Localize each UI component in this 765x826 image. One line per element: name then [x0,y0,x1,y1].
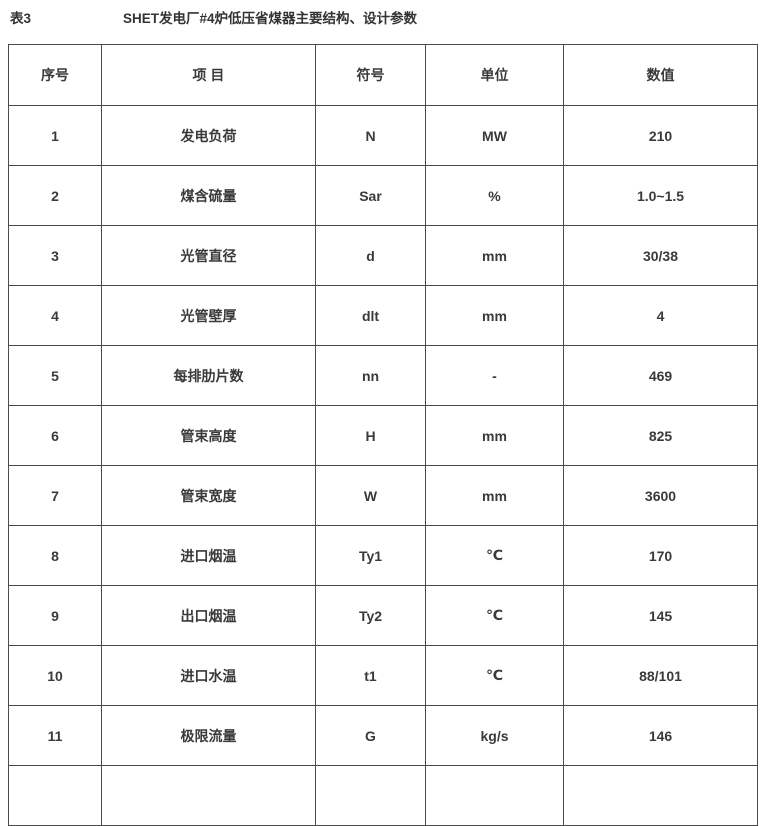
cell-item: 极限流量 [101,705,316,766]
cell-item [101,765,316,826]
column-header-unit: 单位 [425,44,564,106]
cell-symbol: W [315,465,426,526]
table-row-partial [8,765,758,826]
table-row: 3 光管直径 d mm 30/38 [8,225,758,286]
cell-no: 10 [8,645,102,706]
cell-symbol: d [315,225,426,286]
cell-value: 210 [563,105,758,166]
table-row: 8 进口烟温 Ty1 ℃ 170 [8,525,758,586]
cell-value: 3600 [563,465,758,526]
cell-value: 88/101 [563,645,758,706]
cell-item: 进口烟温 [101,525,316,586]
cell-symbol [315,765,426,826]
cell-value: 146 [563,705,758,766]
table-row: 1 发电负荷 N MW 210 [8,105,758,166]
cell-unit: mm [425,465,564,526]
cell-unit: % [425,165,564,226]
parameters-table: 序号项 目符号 单位 数值 1 发电负荷 N MW 210 2 煤含硫量 Sar% 1.0~1.5 3 光… [8,44,758,826]
cell-symbol: Ty2 [315,585,426,646]
cell-unit: mm [425,225,564,286]
cell-unit [425,765,564,826]
cell-item: 管束宽度 [101,465,316,526]
cell-no: 6 [8,405,102,466]
cell-value: 170 [563,525,758,586]
column-header-no: 序号 [8,44,102,106]
cell-item: 光管壁厚 [101,285,316,346]
cell-value: 145 [563,585,758,646]
cell-unit: ℃ [425,645,564,706]
cell-symbol: Ty1 [315,525,426,586]
cell-no: 2 [8,165,102,226]
table-header-row: 序号项 目符号 单位 数值 [8,44,758,106]
cell-item: 光管直径 [101,225,316,286]
cell-no: 4 [8,285,102,346]
column-header-item: 项 目 [101,44,316,106]
cell-value: 469 [563,345,758,406]
cell-item: 管束高度 [101,405,316,466]
cell-symbol: G [315,705,426,766]
cell-no: 1 [8,105,102,166]
column-header-symbol: 符号 [315,44,426,106]
cell-unit: mm [425,285,564,346]
cell-no [8,765,102,826]
cell-item: 出口烟温 [101,585,316,646]
cell-item: 煤含硫量 [101,165,316,226]
table-row: 2 煤含硫量 Sar% 1.0~1.5 [8,165,758,226]
cell-unit: ℃ [425,525,564,586]
table-row: 5 每排肋片数 nn -469 [8,345,758,406]
cell-value: 1.0~1.5 [563,165,758,226]
cell-symbol: Sar [315,165,426,226]
parameters-table-body: 序号项 目符号 单位 数值 1 发电负荷 N MW 210 2 煤含硫量 Sar% 1.0~1.5 3 光… [8,44,758,826]
cell-symbol: nn [315,345,426,406]
table-row: 4 光管壁厚 dlt mm 4 [8,285,758,346]
cell-value: 4 [563,285,758,346]
cell-item: 每排肋片数 [101,345,316,406]
cell-unit: - [425,345,564,406]
parameters-table-container: 序号项 目符号 单位 数值 1 发电负荷 N MW 210 2 煤含硫量 Sar% 1.0~1.5 3 光… [8,44,758,826]
cell-no: 3 [8,225,102,286]
cell-unit: ℃ [425,585,564,646]
cell-item: 进口水温 [101,645,316,706]
table-caption-label: 表3 [10,11,32,26]
cell-value: 30/38 [563,225,758,286]
cell-symbol: t1 [315,645,426,706]
cell-symbol: N [315,105,426,166]
cell-no: 8 [8,525,102,586]
cell-no: 9 [8,585,102,646]
table-caption: 表3 SHET发电厂#4炉低压省煤器主要结构、设计参数 [0,4,765,30]
cell-item: 发电负荷 [101,105,316,166]
cell-no: 11 [8,705,102,766]
table-row: 10 进口水温 t1 ℃ 88/101 [8,645,758,706]
cell-symbol: dlt [315,285,426,346]
cell-unit: mm [425,405,564,466]
column-header-value: 数值 [563,44,758,106]
cell-no: 7 [8,465,102,526]
table-caption-title: SHET发电厂#4炉低压省煤器主要结构、设计参数 [123,11,418,26]
cell-no: 5 [8,345,102,406]
cell-unit: MW [425,105,564,166]
cell-unit: kg/s [425,705,564,766]
cell-value [563,765,758,826]
cell-value: 825 [563,405,758,466]
cell-symbol: H [315,405,426,466]
table-row: 9 出口烟温 Ty2 ℃ 145 [8,585,758,646]
